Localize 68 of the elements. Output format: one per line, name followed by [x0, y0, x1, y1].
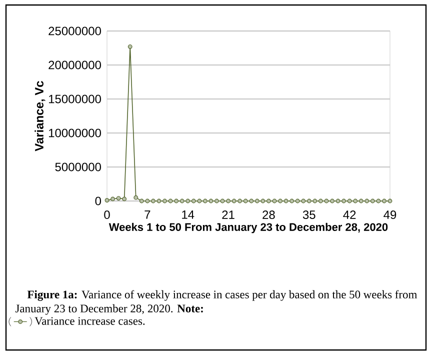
point [214, 198, 219, 204]
point [342, 198, 346, 204]
y-tick-label: 20000000 [48, 60, 101, 70]
x-tick-label: 49 [384, 210, 396, 220]
x-tick-label: 14 [182, 210, 194, 219]
y-tick-label: 10000000 [48, 128, 101, 138]
point [382, 198, 386, 204]
point [156, 198, 162, 204]
point [104, 198, 110, 203]
point [376, 198, 381, 204]
point [180, 198, 184, 204]
point [232, 198, 236, 204]
point [254, 198, 260, 204]
point [312, 198, 318, 204]
point [364, 198, 370, 204]
x-tick-label: 7 [144, 210, 150, 219]
y-tick-label: 15000000 [48, 94, 101, 104]
y-tick-label: 5000000 [55, 162, 101, 172]
point [278, 198, 282, 204]
text: Figure 1a: Variance of weekly increase in cases per day based on the 50 weeks from January 23 to December 28, 2020. Note: [15, 290, 418, 315]
point [186, 198, 190, 204]
point [208, 198, 214, 204]
point [238, 198, 242, 204]
point [243, 198, 248, 204]
point [191, 198, 196, 204]
point [306, 198, 312, 204]
point [358, 198, 364, 204]
point [249, 198, 254, 204]
point [122, 196, 127, 202]
point [226, 198, 230, 204]
point [336, 198, 340, 204]
point [128, 44, 132, 49]
y-tick-label: 25000000 [48, 26, 101, 36]
x-tick-label: 21 [222, 210, 234, 219]
point [202, 198, 208, 204]
point [324, 198, 329, 204]
x-axis-title: Weeks 1 to 50 From January 23 to December 28, 2020 [108, 222, 388, 234]
point [220, 198, 225, 204]
point [145, 198, 150, 204]
point [295, 198, 300, 204]
point [318, 198, 323, 204]
text: Variance increase cases. [34, 317, 145, 325]
point [168, 198, 173, 204]
point [266, 198, 271, 204]
point [347, 198, 352, 204]
point [370, 198, 375, 204]
y-axis-title: Variance, Vc [34, 81, 46, 152]
point [134, 195, 138, 200]
point [260, 198, 266, 204]
point [139, 198, 144, 204]
x-tick-label: 28 [262, 210, 275, 220]
point [116, 196, 121, 200]
point [301, 198, 306, 204]
point [110, 196, 115, 202]
point [284, 198, 288, 204]
point [151, 198, 156, 204]
point [272, 198, 277, 204]
x-tick-label: 42 [343, 210, 356, 219]
point [388, 198, 392, 204]
x-tick-label: 0 [104, 210, 110, 220]
point [353, 198, 358, 204]
x-tick-label: 35 [302, 210, 316, 220]
point [330, 198, 334, 204]
y-tick-label: 0 [95, 196, 102, 206]
point [174, 198, 179, 204]
point [290, 198, 294, 204]
point [197, 198, 202, 204]
point [162, 198, 167, 204]
